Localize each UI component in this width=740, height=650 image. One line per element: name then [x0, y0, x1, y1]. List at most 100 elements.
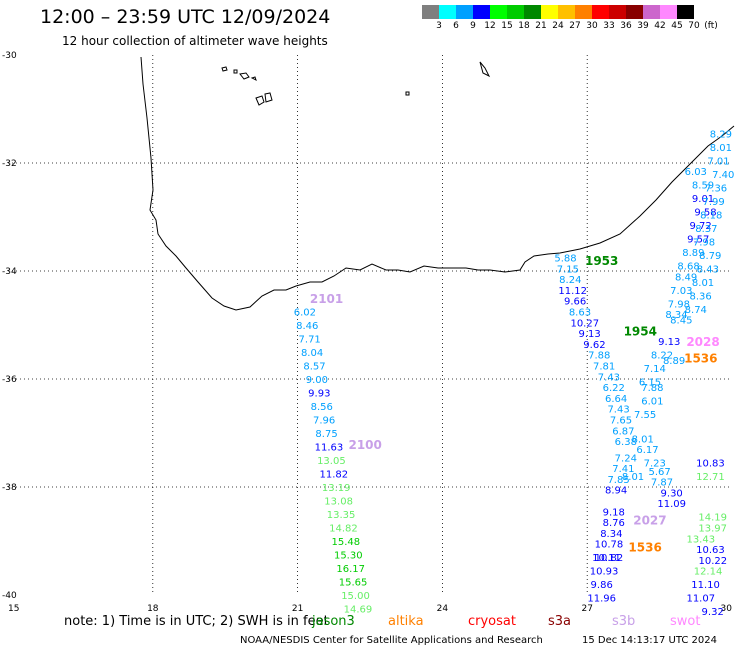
swh-value-label: 9.66 [564, 297, 586, 308]
swh-value-label: 8.34 [665, 310, 687, 321]
latitude-tick-label: -36 [2, 375, 17, 385]
longitude-tick-label: 15 [8, 604, 19, 614]
swh-value-label: 7.88 [588, 351, 610, 362]
pass-time-label: 1536 [628, 540, 661, 554]
swh-value-label: 7.15 [557, 264, 579, 275]
swh-value-label: 7.40 [712, 170, 734, 181]
swh-value-label: 10.27 [570, 318, 599, 329]
wave-height-observations: 6.02 8.46 7.71 8.04 8.57 9.00 9.93 8.56 7.96 8.75… [294, 129, 735, 618]
swh-value-label: 8.24 [559, 275, 581, 286]
swh-value-label: 11.96 [587, 594, 616, 605]
swh-value-label: 8.57 [303, 362, 325, 373]
swh-value-label: 9.32 [702, 607, 724, 618]
color-scale-label: 3 [436, 21, 442, 31]
swh-value-label: 10.78 [595, 540, 624, 551]
swh-value-label: 14.19 [698, 513, 727, 524]
longitude-tick-label: 24 [437, 604, 449, 614]
swh-value-label: 8.56 [311, 402, 333, 413]
swh-value-label: 9.30 [661, 488, 683, 499]
swh-value-label: 8.01 [710, 143, 732, 154]
color-swatch [575, 5, 592, 19]
color-swatch [507, 5, 524, 19]
swh-value-label: 7.01 [707, 156, 729, 167]
swh-value-label: 7.98 [693, 237, 715, 248]
latitude-tick-label: -34 [2, 267, 17, 277]
swh-value-label: 8.46 [296, 321, 318, 332]
swh-value-label: 9.01 [692, 194, 714, 205]
swh-value-label: 8.74 [685, 305, 707, 316]
swh-value-label: 14.82 [329, 524, 358, 535]
swh-value-label: 15.48 [332, 537, 361, 548]
swh-value-label: 8.01 [632, 434, 654, 445]
color-swatch [490, 5, 507, 19]
swh-value-label: 10.82 [595, 553, 624, 564]
map-title: 12:00 – 23:59 UTC 12/09/2024 [40, 6, 331, 28]
color-scale-label: 36 [620, 21, 632, 31]
color-scale-label: 27 [569, 21, 581, 31]
swh-value-label: 6.64 [605, 394, 627, 405]
swh-value-label: 6.15 [639, 378, 661, 389]
swh-value-label: 10.63 [696, 545, 725, 556]
swh-value-label: 6.02 [294, 308, 316, 319]
color-scale-labels: 3 6 9 12 15 18 21 24 27 30 33 36 39 42 45 70 (ft) [422, 21, 740, 33]
color-scale-label: 15 [501, 21, 513, 31]
swh-value-label: 8.75 [315, 429, 337, 440]
swh-value-label: 8.89 [682, 248, 704, 259]
latitude-tick-labels: -30 -32 -34 -36 -38 -40 [2, 51, 17, 601]
color-scale-label: 6 [453, 21, 459, 31]
swh-value-label: 7.98 [668, 299, 690, 310]
swh-value-label: 9.57 [687, 235, 709, 246]
swh-value-label: 15.30 [334, 551, 363, 562]
color-swatch [677, 5, 694, 19]
color-swatch [626, 5, 643, 19]
color-scale-label: 24 [552, 21, 564, 31]
swh-value-label: 11.63 [315, 443, 344, 454]
swh-value-label: 8.04 [301, 348, 323, 359]
swh-value-label: 11.82 [319, 470, 348, 481]
pass-time-label: 2100 [348, 438, 381, 452]
swh-value-label: 9.72 [689, 221, 711, 232]
color-swatch [609, 5, 626, 19]
color-swatch [660, 5, 677, 19]
swh-value-label: 7.23 [644, 459, 666, 470]
swh-value-label: 7.43 [607, 405, 629, 416]
swh-value-label: 8.63 [569, 308, 591, 319]
wave-height-color-scale [422, 5, 694, 19]
color-swatch [643, 5, 660, 19]
color-swatch [456, 5, 473, 19]
color-scale-label: 12 [484, 21, 496, 31]
swh-value-label: 13.35 [327, 510, 356, 521]
pass-time-label: 2027 [633, 513, 666, 527]
swh-value-label: 7.85 [607, 475, 629, 486]
credit-line: NOAA/NESDIS Center for Satellite Applica… [240, 635, 543, 646]
offshore-islands [221, 61, 491, 106]
swh-value-label: 6.38 [615, 437, 637, 448]
swh-value-label: 7.71 [299, 335, 321, 346]
swh-value-label: 11.12 [558, 286, 587, 297]
swh-value-label: 8.22 [651, 351, 673, 362]
swh-value-label: 8.76 [603, 518, 625, 529]
satellite-legend-item: swot [670, 614, 701, 629]
satellite-legend-item: cryosat [468, 614, 516, 629]
swh-value-label: 13.19 [322, 483, 351, 494]
swh-value-label: 8.01 [692, 278, 714, 289]
swh-value-label: 7.87 [651, 478, 673, 489]
swh-value-label: 8.94 [605, 486, 627, 497]
color-scale-label: 39 [637, 21, 649, 31]
swh-value-label: 7.81 [593, 362, 615, 373]
swh-value-label: 7.41 [612, 464, 634, 475]
color-swatch [541, 5, 558, 19]
pass-time-label: 1536 [684, 351, 717, 365]
swh-value-label: 8.34 [600, 529, 622, 540]
color-swatch [524, 5, 541, 19]
color-swatch [473, 5, 490, 19]
latitude-tick-label: -32 [2, 159, 17, 169]
swh-value-label: 10.93 [590, 567, 619, 578]
swh-value-label: 6.22 [603, 383, 625, 394]
pass-time-label: 1954 [624, 324, 657, 338]
color-swatch [439, 5, 456, 19]
generated-timestamp: 15 Dec 14:13:17 UTC 2024 [582, 635, 717, 646]
satellite-legend-item: s3a [548, 614, 572, 629]
swh-value-label: 7.03 [670, 286, 692, 297]
